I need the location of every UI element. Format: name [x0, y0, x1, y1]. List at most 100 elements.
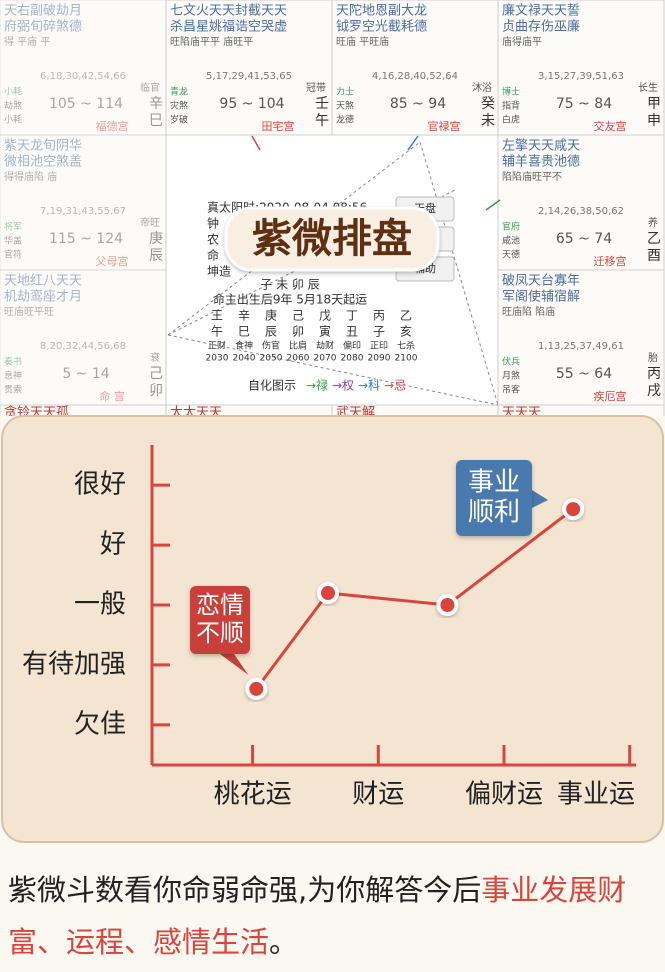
life-stage: 养 [648, 216, 658, 229]
data-point [436, 594, 459, 616]
minor-god: 咸池 [502, 235, 520, 247]
minor-god: 月煞 [502, 370, 520, 382]
luck-branches: 亥 [400, 325, 412, 339]
footer: 紫微斗数看你命弱命强,为你解答今后事业发展财富、运程、感情生活。 [0, 850, 665, 972]
decade-range: 65 ~ 74 [556, 231, 612, 247]
minor-god: 将军 [4, 222, 22, 233]
palace-name: 官禄宫 [428, 119, 461, 133]
data-line [255, 507, 575, 690]
ganzhi: 癸 [481, 96, 495, 112]
decade-range: 105 ~ 114 [49, 96, 123, 112]
annotation-text: 恋情 [196, 591, 244, 619]
star-names: 贪铃天天孤 [4, 406, 69, 421]
minor-god: 伏兵 [502, 356, 520, 368]
luck-years: 2060 [287, 354, 310, 364]
minor-god: 天德 [502, 249, 520, 261]
ganzhi: 申 [647, 113, 661, 129]
star-names: 杀昌星姚福诰空哭虚 [170, 20, 287, 35]
star-names: 军阁使辅宿解 [502, 289, 580, 305]
ganzhi: 巳 [149, 113, 163, 129]
footer-text: 紫微斗数看你命弱命强,为你解答今后事业发展财富、运程、感情生活。 [0, 850, 665, 968]
center-info: 农 [207, 233, 219, 247]
luck-stems: 乙 [400, 309, 412, 323]
star-names: 天陀地恩副大龙 [336, 3, 427, 19]
star-status: 旺庙陷 陷庙 [502, 305, 555, 318]
connector [419, 141, 499, 406]
minor-god: 华盖 [4, 235, 22, 247]
star-names: 机劫鸾座才月 [4, 289, 82, 305]
luck-gods: 正财 [208, 340, 226, 352]
star-names: 天地红八天天 [4, 273, 82, 289]
life-stage: 衰 [150, 351, 160, 364]
luck-gods: 劫财 [316, 340, 334, 352]
luck-branches: 卯 [292, 325, 304, 339]
arrow [485, 199, 501, 211]
decade-range: 85 ~ 94 [390, 96, 446, 112]
luck-years: 2030 [206, 354, 229, 364]
ganzhi: 午 [315, 113, 329, 129]
ganzhi: 辛 [149, 96, 163, 112]
minor-god: 官符 [4, 249, 22, 261]
minor-god: 小耗 [4, 87, 22, 98]
ganzhi: 酉 [647, 248, 661, 264]
star-names: 紫天龙旬阴华 [4, 139, 82, 154]
ages: 8,20,32,44,56,68 [40, 341, 126, 352]
star-names: 天右副破劫月 [4, 4, 82, 19]
palace-name: 田宅宫 [262, 119, 295, 133]
y-tick-label: 一般 [74, 590, 126, 620]
star-names: 贞曲存伤巫廉 [502, 19, 580, 35]
annotation-pointer [532, 490, 548, 508]
star-status: 旺庙 平旺庙 [336, 35, 389, 48]
annotation-box [456, 460, 532, 536]
decade-range: 95 ~ 104 [219, 96, 284, 112]
ganzhi: 庚 [149, 231, 163, 247]
decade-range: 55 ~ 64 [556, 366, 612, 382]
cell-border [331, 404, 499, 416]
decade-range: 5 ~ 14 [62, 366, 109, 382]
life-stage: 沐浴 [472, 81, 492, 94]
x-tick-label: 财运 [352, 780, 404, 810]
star-names: 辅羊喜贵池德 [502, 154, 580, 170]
star-names: 廉文禄天天誓 [502, 3, 580, 19]
y-tick-label: 很好 [74, 470, 126, 500]
ganzhi: 卯 [149, 383, 163, 399]
luck-gods: 偏印 [343, 340, 361, 352]
palace-name: 疾厄宫 [594, 389, 627, 403]
star-status: 庙得庙平 [502, 35, 542, 48]
data-point [317, 582, 339, 605]
decade-range: 115 ~ 124 [49, 231, 123, 247]
star-names: 武天解 [336, 406, 375, 421]
minor-god: 吊客 [502, 384, 520, 396]
life-stage: 帝旺 [140, 216, 160, 229]
life-stage: 冠带 [306, 82, 326, 94]
palace-name: 福德宫 [96, 119, 129, 133]
star-names: 微相池空煞盖 [4, 155, 82, 170]
legend-item: →禄 [306, 378, 328, 393]
x-tick-label: 事业运 [557, 780, 635, 810]
legend-label: 自化图示 [248, 379, 296, 393]
footer-main: 紫微斗数看你命弱命强,为你解答今后 [8, 873, 482, 907]
ages: 5,17,29,41,53,65 [206, 71, 292, 82]
ganzhi: 己 [149, 366, 163, 382]
ganzhi: 未 [481, 113, 495, 129]
life-stage: 临官 [140, 81, 160, 94]
luck-years: 2040 [233, 354, 256, 364]
luck-years: 2080 [341, 354, 364, 364]
y-tick-label: 有待加强 [22, 649, 126, 679]
connector [167, 334, 499, 406]
center-info: 命 [207, 248, 219, 263]
annotation-text: 事业 [468, 468, 520, 498]
ganzhi: 戌 [647, 383, 661, 399]
luck-stems: 庚 [265, 308, 277, 323]
palace-name: 命 宫 [99, 389, 125, 403]
cell-border [0, 404, 167, 416]
arrow [251, 135, 261, 151]
legend-item: →权 [332, 379, 354, 393]
